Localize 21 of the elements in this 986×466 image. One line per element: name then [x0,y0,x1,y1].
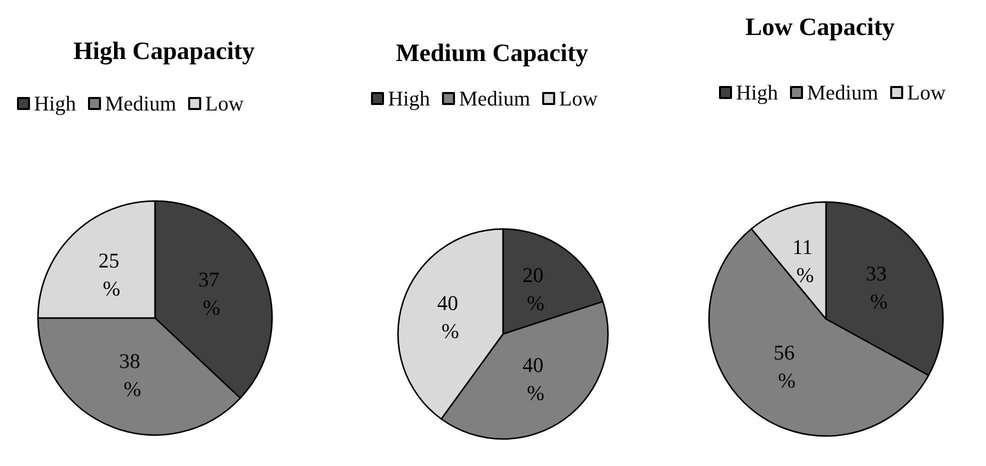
legend-label: Low [907,80,946,104]
legend-label: Low [559,86,598,110]
data-label: 25 % [98,248,125,301]
legend-label: Low [205,92,244,116]
data-label: 33 % [866,262,892,314]
data-label: 40 % [437,290,464,343]
chart-title: Medium Capacity [396,40,589,67]
data-label: 56 % [774,340,800,392]
chart-title: Low Capacity [745,14,896,41]
legend-label: High [34,92,76,116]
data-label: 38 % [119,349,146,402]
data-label: 11 % [792,235,818,288]
legend-label: Medium [105,92,176,116]
legend-label: Medium [459,86,530,110]
legend-label: High [388,86,430,110]
chart-title: High Capapacity [73,38,256,65]
data-label: 20 % [522,263,549,316]
data-label: 37 % [198,268,225,320]
legend-label: High [736,80,778,104]
data-label: 40 % [522,352,549,405]
legend-label: Medium [807,80,878,104]
